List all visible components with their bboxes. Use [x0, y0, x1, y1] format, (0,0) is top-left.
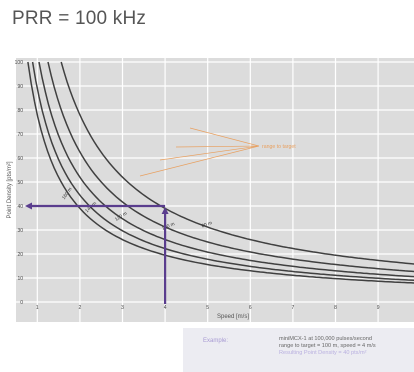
x-tick-label: 4 [164, 305, 167, 311]
series-line [31, 61, 414, 282]
series-line [38, 61, 414, 278]
example-arrowhead-left [25, 202, 32, 210]
curves [27, 61, 414, 284]
series-label: 80 m [201, 220, 213, 229]
range-annotation-label: range to target [262, 144, 296, 150]
y-tick-label: 70 [17, 132, 23, 138]
series-label: 100 m [161, 221, 176, 232]
chart-title: PRR = 100 kHz [12, 8, 147, 29]
x-tick-label: 8 [334, 305, 337, 311]
x-tick-label: 2 [79, 305, 82, 311]
series-line [47, 61, 414, 273]
x-axis-label: Speed [m/s] [217, 314, 249, 320]
series-line [27, 61, 414, 284]
example-box: Example: miniMCX-1 at 100,000 pulses/sec… [183, 328, 414, 372]
annotation-leader [159, 145, 260, 161]
example-label: Example: [203, 338, 229, 344]
y-tick-label: 80 [17, 108, 23, 114]
y-tick-label: 60 [17, 156, 23, 162]
x-tick-label: 3 [121, 305, 124, 311]
y-axis-label: Point Density [pts/m²] [7, 161, 13, 218]
y-tick-label: 90 [17, 84, 23, 90]
y-tick-label: 20 [17, 252, 23, 258]
example-line-1: miniMCX-1 at 100,000 pulses/second [279, 336, 372, 342]
y-tick-label: 10 [17, 276, 23, 282]
annotation-leader [175, 145, 260, 148]
x-tick-label: 6 [249, 305, 252, 311]
example-text: miniMCX-1 at 100,000 pulses/second range… [279, 336, 376, 357]
range-annotation: range to target [139, 127, 296, 177]
x-tick-label: 5 [206, 305, 209, 311]
x-tick-label: 7 [292, 305, 295, 311]
ticks: 123456789100102030405060708090100 [15, 60, 380, 311]
x-tick-label: 1 [36, 305, 39, 311]
annotation-leader [139, 145, 260, 177]
annotation-leader [189, 127, 260, 147]
example-line-3: Resulting Point Density = 40 pts/m² [279, 350, 367, 356]
y-tick-label: 100 [15, 60, 24, 66]
y-tick-label: 40 [17, 204, 23, 210]
y-tick-label: 0 [20, 300, 23, 306]
y-tick-label: 50 [17, 180, 23, 186]
x-tick-label: 9 [377, 305, 380, 311]
example-arrows [25, 202, 169, 304]
series-line [60, 61, 414, 265]
example-line-2: range to target = 100 m, speed = 4 m/s [279, 343, 376, 349]
y-tick-label: 30 [17, 228, 23, 234]
example-arrowhead-up [161, 207, 169, 214]
